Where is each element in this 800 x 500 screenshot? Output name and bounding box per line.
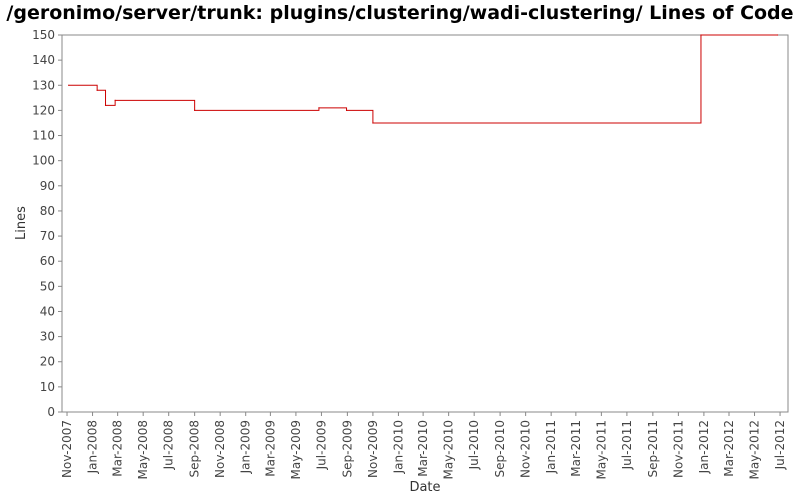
x-tick-label: Jul-2010 (467, 420, 481, 470)
x-tick-label: Jul-2009 (314, 420, 328, 470)
y-axis: 0 10 20 30 40 50 60 70 80 90 100 110 120 130 140 150 (32, 28, 62, 419)
series-line (68, 34, 778, 124)
x-tick-label: May-2012 (748, 420, 762, 479)
y-tick-label: 130 (32, 78, 55, 92)
x-tick-label: Nov-2008 (213, 420, 227, 478)
x-tick-label: Jan-2011 (544, 420, 558, 474)
data-point (318, 107, 320, 109)
x-tick-label: Jul-2011 (620, 420, 634, 470)
y-tick-label: 10 (40, 380, 55, 394)
y-tick-label: 50 (40, 279, 55, 293)
y-tick-label: 140 (32, 53, 55, 67)
x-tick-label: May-2010 (442, 420, 456, 479)
y-tick-label: 0 (47, 405, 55, 419)
x-tick-label: Jan-2012 (697, 420, 711, 474)
data-point (700, 34, 702, 36)
data-point (68, 84, 70, 86)
y-tick-label: 60 (40, 254, 55, 268)
x-tick-label: Jul-2008 (162, 420, 176, 470)
data-point (104, 104, 107, 106)
plot-area (61, 34, 789, 413)
x-tick-label: Nov-2010 (519, 420, 533, 478)
y-tick-label: 100 (32, 154, 55, 168)
y-tick-label: 90 (40, 179, 55, 193)
x-tick-label: Sep-2010 (493, 420, 507, 478)
x-tick-label: Sep-2008 (188, 420, 202, 478)
x-tick-label: Mar-2008 (111, 420, 125, 477)
data-point (372, 122, 374, 124)
y-tick-label: 150 (32, 28, 55, 42)
x-tick-label: Jan-2009 (239, 420, 253, 474)
y-tick-label: 30 (40, 330, 55, 344)
x-tick-label: Jul-2012 (773, 420, 787, 470)
x-tick-label: Jan-2008 (86, 420, 100, 474)
x-tick-label: Mar-2012 (722, 420, 736, 477)
data-point (194, 109, 196, 111)
y-tick-label: 80 (40, 204, 55, 218)
x-tick-label: Nov-2007 (60, 420, 74, 478)
x-tick-label: May-2009 (289, 420, 303, 479)
y-tick-label: 110 (32, 129, 55, 143)
y-tick-label: 70 (40, 229, 55, 243)
y-tick-label: 40 (40, 304, 55, 318)
data-point (345, 109, 348, 111)
x-tick-label: Mar-2011 (569, 420, 583, 477)
chart-title: /geronimo/server/trunk: plugins/clusteri… (6, 2, 794, 24)
x-tick-label: Nov-2009 (366, 420, 380, 478)
x-tick-label: Nov-2011 (671, 420, 685, 478)
data-point (776, 34, 779, 36)
x-tick-label: Mar-2010 (416, 420, 430, 477)
data-point (114, 99, 116, 101)
x-axis: Nov-2007 Jan-2008 Mar-2008 May-2008 Jul-2008… (60, 412, 787, 479)
y-tick-label: 120 (32, 103, 55, 117)
x-tick-label: Mar-2009 (263, 420, 277, 477)
x-tick-label: Jan-2010 (391, 420, 405, 474)
y-axis-label: Lines (14, 206, 29, 240)
y-tick-label: 20 (40, 355, 55, 369)
x-tick-label: Sep-2011 (646, 420, 660, 478)
data-point (96, 89, 98, 91)
x-axis-label: Date (409, 480, 440, 495)
series-group (68, 34, 779, 124)
x-tick-label: May-2008 (136, 420, 150, 479)
x-tick-label: May-2011 (594, 420, 608, 479)
x-tick-label: Sep-2009 (340, 420, 354, 478)
